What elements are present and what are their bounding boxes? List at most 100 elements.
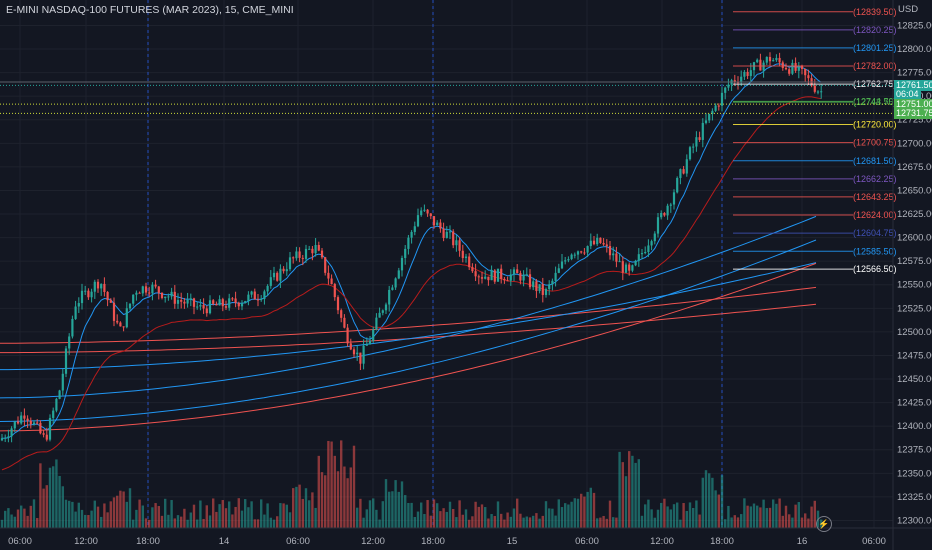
- volume-bar: [730, 517, 733, 528]
- volume-bar: [397, 491, 400, 528]
- volume-bar: [708, 473, 711, 528]
- volume-bar: [391, 491, 394, 528]
- candle-body: [288, 257, 292, 270]
- volume-bar: [304, 488, 308, 528]
- volume-bar: [336, 471, 340, 528]
- volume-bar: [119, 490, 122, 528]
- candle-body: [583, 252, 586, 254]
- candle-body: [551, 280, 554, 285]
- volume-bar: [471, 516, 474, 528]
- volume-bar: [512, 508, 516, 528]
- candle-body: [420, 210, 423, 216]
- candle-body: [522, 274, 525, 281]
- candle-body: [240, 303, 244, 307]
- volume-bar: [800, 517, 804, 528]
- volume-bar: [52, 466, 55, 528]
- candle-body: [199, 304, 202, 307]
- candle-body: [586, 246, 589, 253]
- volume-bar: [276, 516, 279, 528]
- candle-body: [512, 269, 516, 275]
- candle-body: [647, 245, 650, 252]
- volume-bar: [285, 504, 288, 528]
- candle-body: [442, 228, 445, 238]
- candle-body: [688, 147, 692, 160]
- candle-body: [768, 56, 772, 62]
- candle-body: [205, 308, 208, 314]
- candle-body: [743, 71, 746, 77]
- volume-bar: [448, 501, 452, 528]
- candle-body: [0, 438, 4, 441]
- volume-bar: [221, 500, 224, 528]
- volume-bar: [496, 501, 500, 528]
- chart-title: E-MINI NASDAQ-100 FUTURES (MAR 2023), 15…: [6, 4, 294, 16]
- candle-body: [375, 317, 378, 330]
- candle-body: [196, 306, 199, 308]
- volume-bar: [80, 509, 84, 528]
- candle-body: [807, 75, 810, 79]
- volume-bar: [160, 515, 164, 528]
- volume-bar: [487, 518, 490, 528]
- candle-body: [55, 398, 58, 411]
- volume-bar: [106, 512, 109, 528]
- volume-bar: [212, 498, 215, 528]
- volume-bar: [90, 510, 93, 528]
- volume-bar: [253, 519, 256, 528]
- y-tick-label: 12500.00: [897, 327, 932, 338]
- volume-bar: [644, 504, 647, 528]
- candle-body: [474, 271, 477, 277]
- time-axis[interactable]: 06:00 12:00 18:00 14 06:00 12:00 18:00 15 06:00 1…: [0, 527, 932, 547]
- candle-body: [813, 85, 816, 92]
- candle-body: [208, 300, 212, 314]
- volume-bar: [404, 495, 407, 528]
- volume-bar: [36, 518, 39, 528]
- candle-body: [724, 87, 727, 93]
- candle-body: [279, 268, 282, 281]
- candle-body: [608, 245, 612, 256]
- candle-body: [122, 326, 125, 328]
- volume-bar: [589, 487, 592, 528]
- volume-bar: [474, 501, 477, 528]
- volume-bar: [756, 505, 759, 528]
- candle-body: [762, 62, 765, 71]
- candle-body: [471, 267, 474, 272]
- candle-body: [541, 284, 544, 295]
- candle-body: [426, 209, 429, 214]
- candle-body: [570, 254, 573, 260]
- volume-bar: [717, 494, 720, 528]
- candle-body: [637, 254, 640, 261]
- volume-bar: [468, 519, 471, 528]
- candle-body: [276, 272, 279, 281]
- candle-body: [218, 299, 221, 306]
- candle-body: [298, 251, 301, 258]
- candle-body: [368, 340, 372, 345]
- candle-body: [791, 62, 794, 74]
- volume-bar: [167, 514, 170, 528]
- level-label: (12801.25): [853, 43, 897, 53]
- volume-bar: [653, 517, 656, 528]
- y-tick-label: 12675.00: [897, 162, 932, 173]
- lightning-icon[interactable]: ⚡: [816, 516, 832, 532]
- candle-body: [708, 113, 711, 121]
- volume-bar: [340, 440, 343, 528]
- candle-body: [10, 428, 13, 437]
- candle-body: [452, 231, 455, 246]
- candle-body: [228, 298, 231, 308]
- candle-body: [493, 270, 496, 282]
- volume-bar: [330, 441, 333, 528]
- candle-body: [503, 278, 506, 281]
- volume-bar: [797, 502, 800, 528]
- volume-bar: [183, 508, 186, 528]
- y-tick-label: 12825.00: [897, 20, 932, 31]
- volume-bar: [237, 498, 240, 528]
- candle-body: [506, 280, 509, 282]
- fib-levels: (12839.50) (12820.25) (12801.25) (12782.00)…: [0, 7, 897, 274]
- volume-bar: [292, 488, 295, 528]
- volume-bar: [628, 451, 631, 528]
- level-label: (12744.50): [853, 96, 897, 106]
- x-tick-label: 15: [507, 536, 518, 547]
- volume-bar: [400, 481, 404, 528]
- volume-bar: [733, 515, 736, 528]
- candle-body: [186, 299, 189, 304]
